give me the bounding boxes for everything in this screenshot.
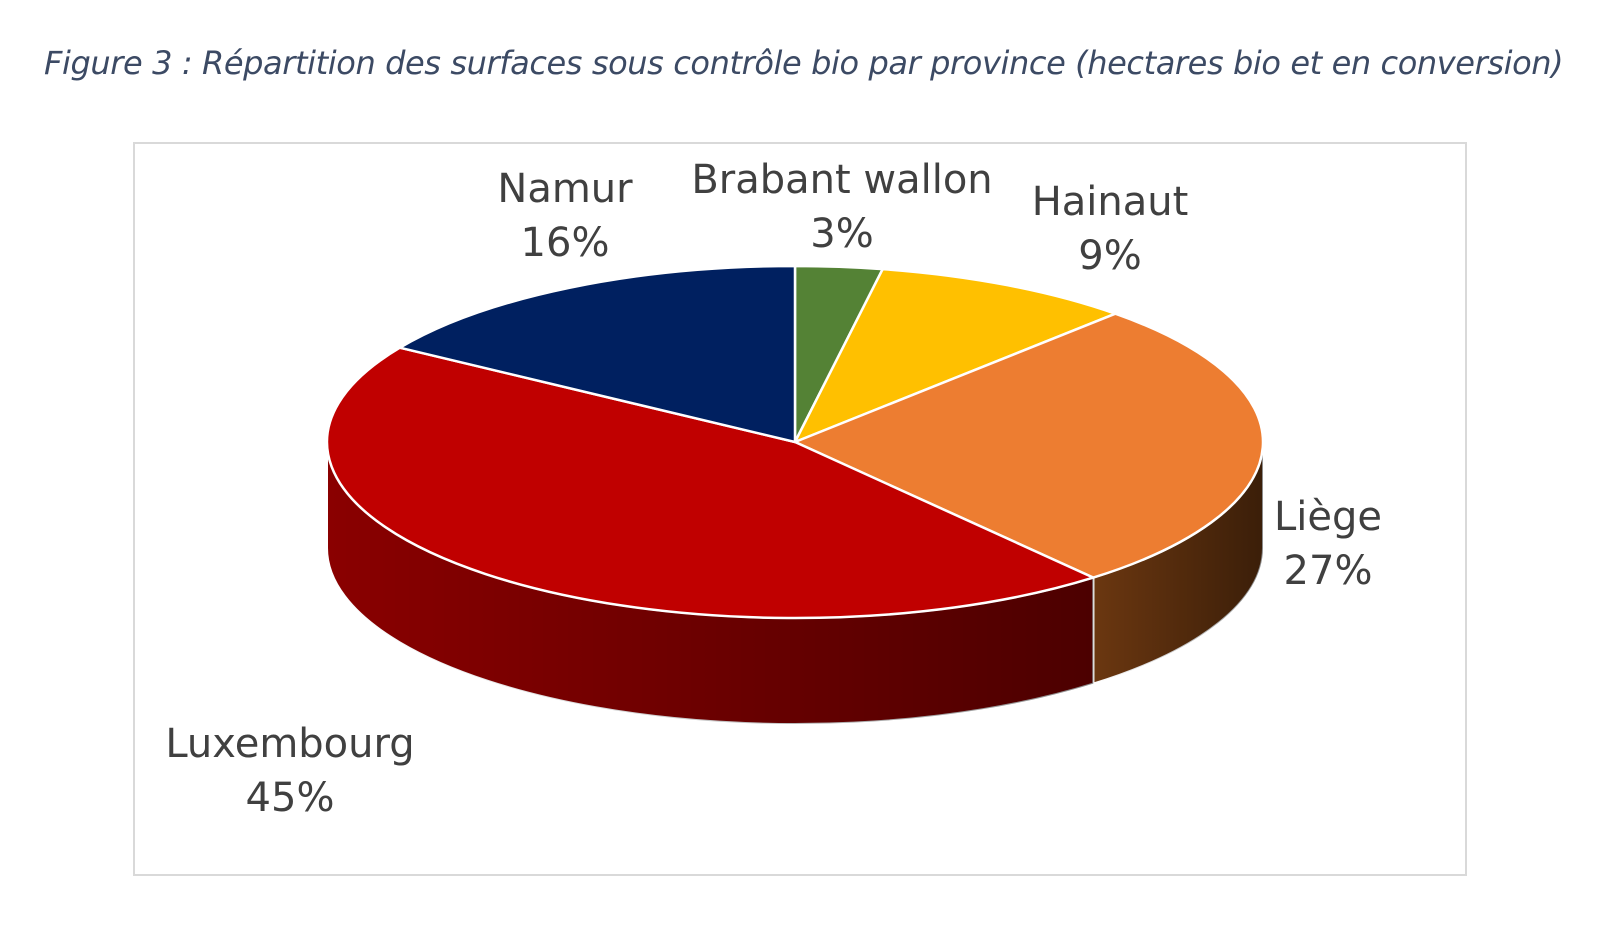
pie-slices <box>325 264 1265 620</box>
label-percent-luxembourg: 45% <box>246 775 335 821</box>
label-name-brabant-wallon: Brabant wallon <box>691 157 992 203</box>
label-percent-namur: 16% <box>521 220 610 266</box>
label-name-li-ge: Liège <box>1274 494 1382 540</box>
slice-hainaut <box>793 267 1117 444</box>
slice-li-ge <box>793 312 1265 579</box>
label-percent-li-ge: 27% <box>1284 548 1373 594</box>
label-percent-brabant-wallon: 3% <box>810 211 873 257</box>
label-name-hainaut: Hainaut <box>1032 179 1189 225</box>
pie-sides <box>326 441 1264 725</box>
label-name-luxembourg: Luxembourg <box>165 721 414 767</box>
label-percent-hainaut: 9% <box>1078 233 1141 279</box>
slice-luxembourg <box>325 346 1095 620</box>
data-labels: Brabant wallon 3% Hainaut 9% Liège 27% Luxembo… <box>165 157 1382 821</box>
slice-namur <box>398 264 797 444</box>
label-name-namur: Namur <box>497 166 633 212</box>
figure-caption: Figure 3 : Répartition des surfaces sous… <box>44 44 1564 82</box>
